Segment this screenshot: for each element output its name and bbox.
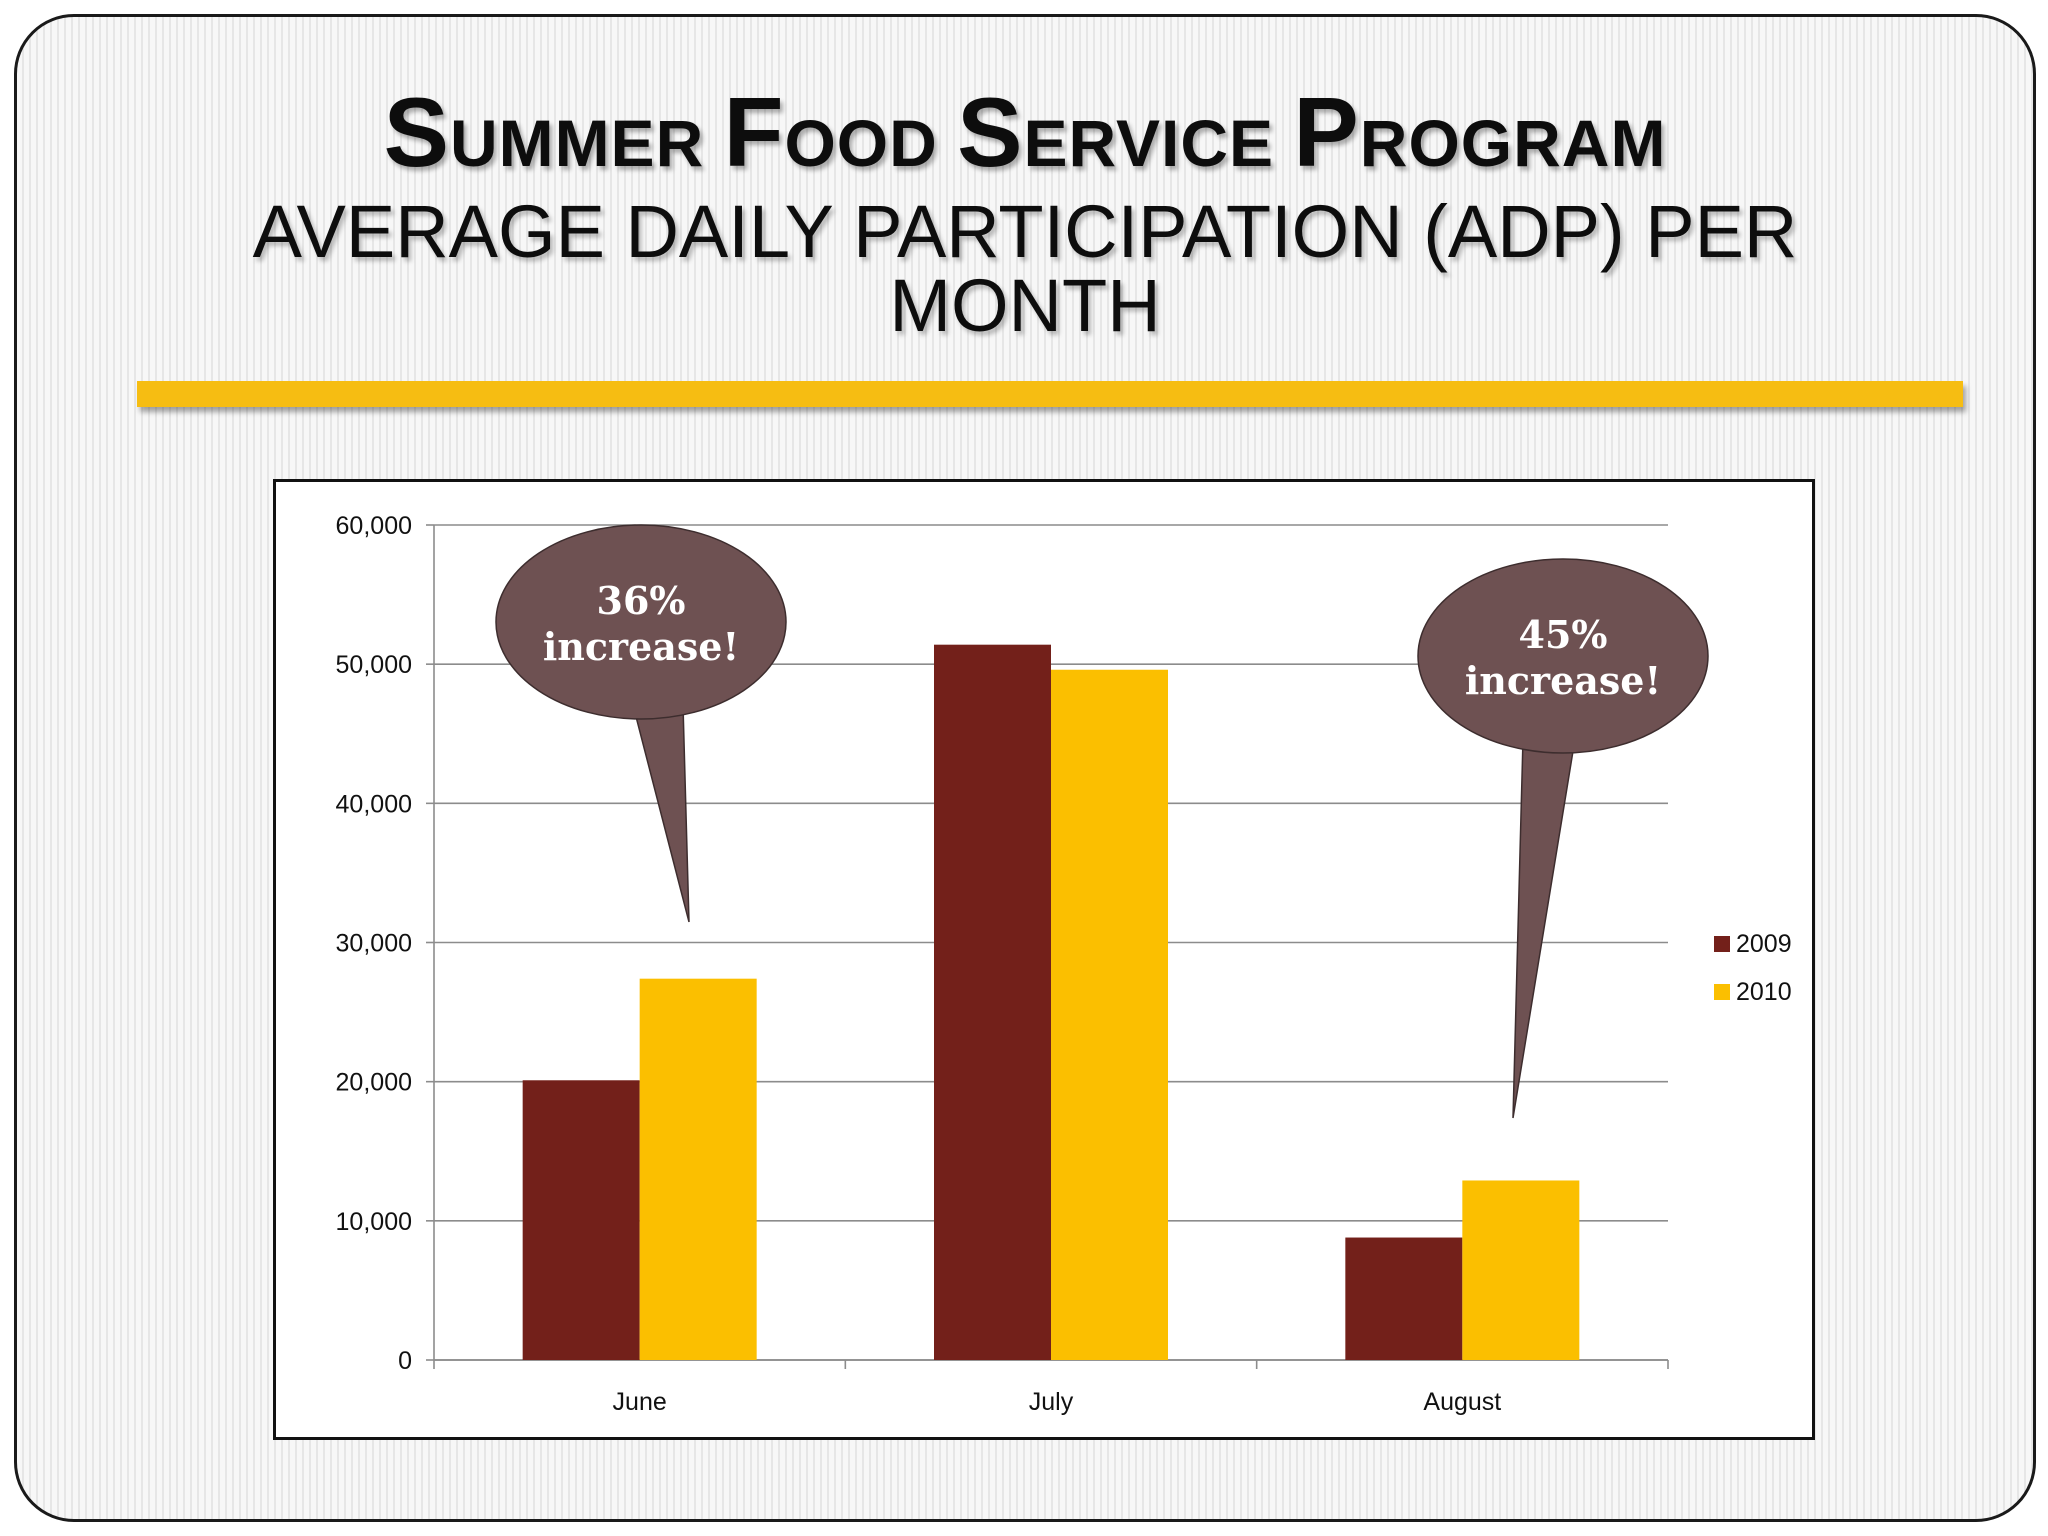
title-rest-food: OOD	[784, 106, 958, 180]
title-initial-s2: S	[957, 77, 1024, 187]
title-rest-service: ERVICE	[1023, 106, 1294, 180]
legend-swatch-2009	[1714, 936, 1730, 952]
bar-chart: 0 10,000 20,000 30,000 40,000 50,000 60,000 Jun…	[336, 512, 1792, 1416]
x-tick-label: July	[1029, 1388, 1074, 1416]
title-initial-p: P	[1293, 77, 1360, 187]
callout-word: increase!	[1465, 658, 1661, 703]
callout-percent: 45%	[1519, 612, 1608, 657]
callout-bubble-august: 45%increase!	[1417, 558, 1709, 1119]
bar-2009-august	[1345, 1237, 1463, 1360]
y-tick-label: 50,000	[336, 651, 412, 679]
x-tick-label: August	[1423, 1388, 1501, 1416]
callout-bubble-june: 36%increase!	[495, 524, 787, 923]
gold-divider	[137, 381, 1963, 407]
slide-background: SUMMER FOOD SERVICE PROGRAM AVERAGE DAIL…	[14, 14, 2036, 1522]
y-tick-label: 10,000	[336, 1208, 412, 1236]
title-initial-s: S	[383, 77, 450, 187]
y-tick-label: 20,000	[336, 1069, 412, 1097]
y-tick-label: 30,000	[336, 930, 412, 958]
y-tick-label: 0	[398, 1347, 412, 1375]
x-tick-label: June	[613, 1388, 667, 1416]
callout-pointer	[1512, 738, 1576, 1119]
callout-word: increase!	[543, 624, 739, 669]
title-rest-program: ROGRAM	[1359, 106, 1667, 180]
bar-2009-july	[934, 644, 1051, 1360]
callout-ellipse	[1417, 558, 1709, 754]
legend-label-2010: 2010	[1736, 978, 1792, 1006]
legend-label-2009: 2009	[1736, 930, 1792, 958]
chart-frame: 0 10,000 20,000 30,000 40,000 50,000 60,000 Jun…	[273, 479, 1815, 1440]
callout-pointer	[632, 704, 690, 923]
bar-2009-june	[522, 1080, 640, 1360]
bar-2010-june	[639, 978, 757, 1360]
callout-ellipse	[495, 524, 787, 720]
title-initial-f: F	[723, 77, 785, 187]
bar-2010-july	[1051, 669, 1168, 1360]
bar-2010-august	[1462, 1180, 1580, 1360]
callout-percent: 36%	[597, 578, 686, 623]
y-tick-label: 60,000	[336, 512, 412, 540]
title-rest-summer: UMMER	[449, 106, 724, 180]
legend-swatch-2010	[1714, 984, 1730, 1000]
y-tick-label: 40,000	[336, 790, 412, 818]
slide-title: SUMMER FOOD SERVICE PROGRAM	[17, 83, 2033, 188]
slide-subtitle: AVERAGE DAILY PARTICIPATION (ADP) PER MO…	[252, 190, 1798, 347]
